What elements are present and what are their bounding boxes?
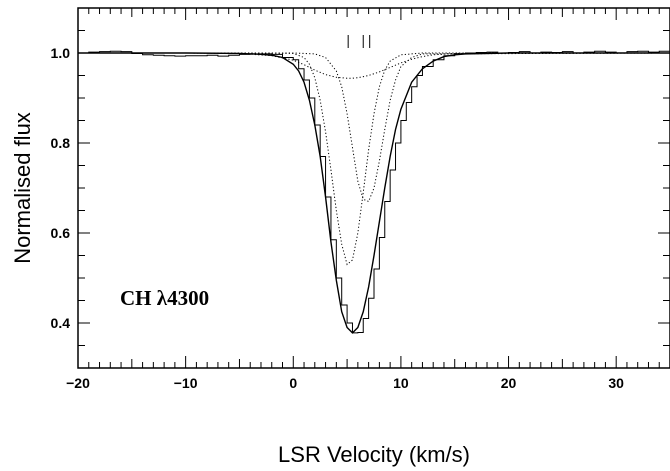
plot-frame <box>77 7 670 369</box>
component-profile-3 <box>78 52 670 266</box>
y-tick-label: 1.0 <box>51 45 71 61</box>
x-tick-label: 10 <box>393 375 409 391</box>
x-axis-title: LSR Velocity (km/s) <box>278 442 470 467</box>
component-markers <box>347 35 371 48</box>
series-layer <box>78 50 670 334</box>
component-profile-2 <box>78 52 670 79</box>
x-tick-label: 20 <box>501 375 517 391</box>
x-tick-label: 0 <box>289 375 297 391</box>
x-tick-label: −20 <box>66 375 90 391</box>
model-fit-line <box>78 52 670 334</box>
y-tick-label: 0.8 <box>51 135 71 151</box>
x-tick-label: −10 <box>174 375 198 391</box>
y-axis-title: Normalised flux <box>10 112 35 264</box>
tick-labels: −20 −10 0 10 20 30 0.4 0.6 0.8 1.0 <box>51 45 625 391</box>
y-tick-label: 0.6 <box>51 225 71 241</box>
y-tick-label: 0.4 <box>51 315 71 331</box>
x-tick-label: 30 <box>608 375 624 391</box>
component-profile-4 <box>78 52 670 203</box>
axis-ticks <box>77 7 670 369</box>
species-annotation: CH λ4300 <box>120 286 209 310</box>
